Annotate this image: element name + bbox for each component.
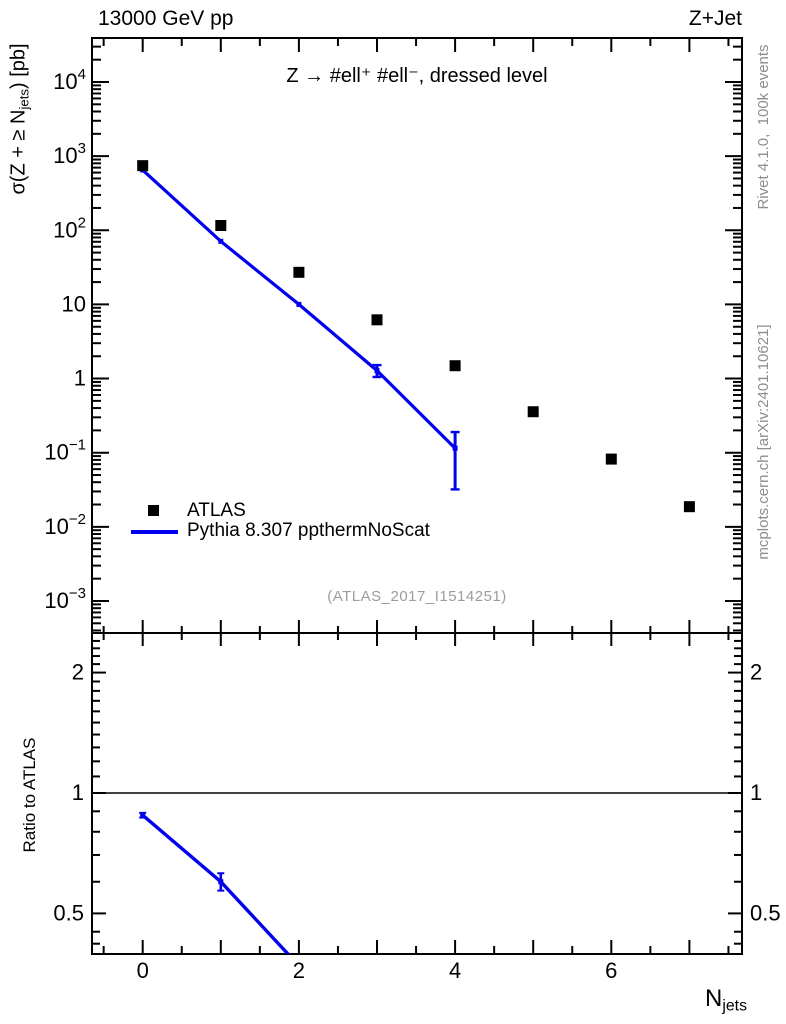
y-axis-label: σ(Z + ≥ Njets) [pb]	[7, 43, 32, 195]
plot-title: Z → #ell⁺ #ell⁻, dressed level	[286, 65, 548, 87]
legend-marker-pythia-icon	[131, 530, 178, 534]
pythia-point	[374, 368, 380, 374]
ratio-tick-label-right: 0.5	[750, 900, 781, 925]
main-y-tick-label: 102	[53, 214, 86, 242]
legend-marker-atlas-icon	[148, 505, 159, 516]
legend-label-atlas: ATLAS	[187, 500, 246, 521]
x-tick-labels: 0 2 4 6	[137, 958, 618, 983]
ratio-point	[218, 879, 224, 885]
atlas-point	[137, 160, 149, 172]
main-y-tick-label: 10−3	[44, 585, 86, 613]
pythia-line	[141, 168, 457, 450]
x-tick-label: 2	[293, 958, 305, 983]
ratio-tick-label-right: 2	[750, 660, 762, 685]
main-y-tick-label: 103	[53, 140, 86, 168]
ratio-tick-label-left: 1	[72, 780, 84, 805]
main-y-tick-label: 10	[62, 291, 86, 316]
ratio-tick-label-right: 1	[750, 780, 762, 805]
beam-energy-title: 13000 GeV pp	[98, 7, 234, 30]
pythia-point	[218, 238, 224, 244]
atlas-point	[215, 220, 227, 232]
atlas-point	[527, 406, 539, 418]
main-y-tick-label: 10−2	[44, 511, 86, 539]
main-y-tick-label: 1	[74, 366, 86, 391]
x-axis-ticks	[102, 39, 730, 953]
pythia-series	[140, 167, 460, 491]
pythia-point	[452, 445, 458, 451]
x-axis-label: Njets	[705, 986, 747, 1015]
ratio-axis-label: Ratio to ATLAS	[20, 737, 40, 853]
main-y-tick-label: 104	[53, 66, 86, 94]
atlas-point	[605, 453, 617, 465]
atlas-point	[293, 266, 305, 278]
y-axis-label-sub: jets	[16, 89, 32, 110]
ratio-tick-labels: 2 2 1 1 0.5 0.5	[53, 660, 780, 926]
rivet-version-note: Rivet 4.1.0, 100k events	[755, 44, 773, 210]
atlas-point	[371, 314, 383, 326]
process-title: Z+Jet	[688, 7, 742, 30]
ratio-series	[139, 811, 291, 954]
ratio-line	[141, 813, 291, 954]
y-axis-label-unit: ) [pb]	[7, 43, 30, 90]
ratio-tick-label-left: 2	[72, 660, 84, 685]
ratio-tick-label-left: 0.5	[53, 900, 84, 925]
x-tick-label: 0	[137, 958, 149, 983]
main-panel-frame	[91, 37, 743, 634]
atlas-point	[449, 360, 461, 372]
y-axis-label-text: σ(Z + ≥ N	[7, 109, 30, 195]
analysis-watermark: (ATLAS_2017_I1514251)	[327, 588, 507, 605]
atlas-point	[683, 501, 695, 513]
ratio-point	[140, 812, 146, 818]
pythia-point	[296, 301, 302, 307]
mcplots-arxiv-note: mcplots.cern.ch [arXiv:2401.10621]	[755, 324, 773, 560]
x-axis-label-sub: jets	[722, 997, 747, 1015]
x-tick-label: 6	[605, 958, 617, 983]
atlas-series	[137, 160, 695, 513]
x-axis-label-text: N	[705, 985, 723, 1012]
legend-label-pythia: Pythia 8.307 ppthermNoScat	[187, 520, 430, 541]
main-y-tick-label: 10−1	[44, 437, 86, 465]
main-y-axis-ticks	[92, 45, 742, 632]
x-tick-label: 4	[449, 958, 461, 983]
